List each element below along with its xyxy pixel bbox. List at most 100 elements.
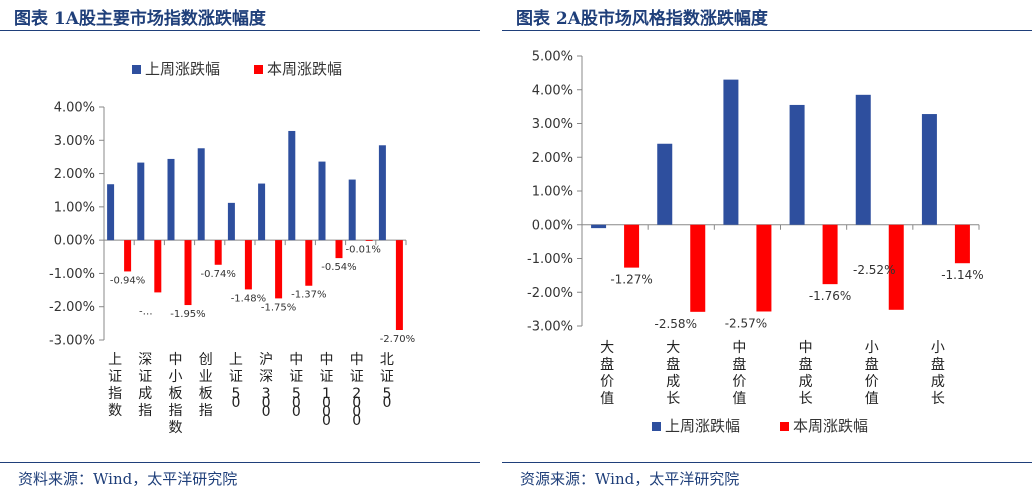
right-chart-title: 图表 2A股市场风格指数涨跌幅度 xyxy=(516,9,768,29)
y-tick-label: -1.00% xyxy=(527,252,573,267)
y-tick-label: 2.00% xyxy=(54,167,95,182)
bar-this-week xyxy=(124,240,132,272)
y-tick-label: 0.00% xyxy=(532,218,573,233)
x-category-label: 创业板指 xyxy=(199,352,213,419)
bar-last-week xyxy=(137,162,145,241)
y-tick-label: -2.00% xyxy=(527,286,573,301)
legend-label-last-week: 上周涨跌幅 xyxy=(665,417,740,435)
y-tick-label: 5.00% xyxy=(532,50,573,65)
bar-this-week xyxy=(822,224,838,285)
x-category-label: 中盘成长 xyxy=(799,340,813,407)
y-tick-label: -1.00% xyxy=(49,267,95,282)
legend-label-last-week: 上周涨跌幅 xyxy=(145,60,220,78)
bar-this-week xyxy=(335,240,343,259)
data-label-this-week: -0.74% xyxy=(201,269,236,280)
x-category-label: 小盘成长 xyxy=(931,340,945,407)
bar-this-week xyxy=(888,224,904,310)
x-category-label: 深证成指 xyxy=(138,352,152,419)
left-chart-panel: 图表 1A股主要市场指数涨跌幅度 4.00% 3.00% 2.00% 1.00% 0.0… xyxy=(0,0,480,496)
legend-swatch-this-week xyxy=(254,65,263,74)
bar-last-week xyxy=(348,179,356,241)
bar-last-week xyxy=(167,158,175,241)
bar-last-week xyxy=(258,183,266,241)
data-label-this-week: -1.27% xyxy=(610,273,652,287)
left-source-rule xyxy=(0,462,480,463)
bar-last-week xyxy=(197,148,205,241)
x-category-label: 沪深 3 0 0 xyxy=(259,352,273,420)
data-label-this-week: -1.95% xyxy=(170,309,205,320)
x-category-label: 中证 2 0 0 0 xyxy=(350,352,364,429)
y-tick-label: 3.00% xyxy=(532,117,573,132)
y-tick-label: 4.00% xyxy=(54,101,95,116)
bar-last-week xyxy=(921,114,937,225)
bar-last-week xyxy=(591,224,607,229)
bar-this-week xyxy=(624,224,640,268)
x-category-label: 大盘成长 xyxy=(666,340,680,407)
left-chart-title: 图表 1A股主要市场指数涨跌幅度 xyxy=(14,9,266,29)
y-tick-label: 2.00% xyxy=(532,151,573,166)
bar-this-week xyxy=(690,224,706,312)
y-tick-label: -2.00% xyxy=(49,300,95,315)
data-label-this-week: -2.57% xyxy=(725,316,767,330)
bar-last-week xyxy=(378,145,386,241)
bar-this-week xyxy=(275,240,283,299)
bar-this-week xyxy=(395,240,403,331)
data-label-this-week: -… xyxy=(139,306,153,317)
bar-this-week xyxy=(756,224,772,312)
data-label-this-week: -2.52% xyxy=(853,263,895,277)
x-category-label: 小盘价值 xyxy=(865,340,879,407)
bar-last-week xyxy=(789,104,805,225)
right-source-rule xyxy=(502,462,1032,463)
y-tick-label: 4.00% xyxy=(532,83,573,98)
y-tick-label: -3.00% xyxy=(527,320,573,335)
legend-swatch-this-week xyxy=(780,422,789,431)
legend-swatch-last-week xyxy=(652,422,661,431)
data-label-this-week: -1.75% xyxy=(261,302,296,313)
bar-last-week xyxy=(227,202,235,241)
legend-swatch-last-week xyxy=(132,65,141,74)
bar-this-week xyxy=(244,240,252,290)
right-bar-chart: 5.00% 4.00% 3.00% 2.00% 1.00% 0.00% -1.00% -2.0… xyxy=(527,50,984,436)
bar-this-week xyxy=(305,240,313,286)
bar-this-week xyxy=(154,240,162,293)
data-label-this-week: -0.01% xyxy=(346,244,381,255)
data-label-this-week: -1.37% xyxy=(291,290,326,301)
bar-this-week xyxy=(214,240,222,265)
bar-this-week xyxy=(954,224,970,264)
bar-last-week xyxy=(107,184,115,241)
data-label-this-week: -2.70% xyxy=(380,334,415,345)
legend-label-this-week: 本周涨跌幅 xyxy=(267,60,342,78)
y-tick-label: 1.00% xyxy=(54,200,95,215)
y-tick-label: 3.00% xyxy=(54,134,95,149)
left-source-note: 资料来源：Wind，太平洋研究院 xyxy=(18,470,238,488)
data-label-this-week: -1.14% xyxy=(941,268,983,282)
bar-last-week xyxy=(657,143,673,225)
y-tick-label: 1.00% xyxy=(532,185,573,200)
data-label-this-week: -2.58% xyxy=(655,317,697,331)
right-source-note: 资源来源：Wind，太平洋研究院 xyxy=(520,470,740,488)
bar-this-week xyxy=(184,240,192,306)
y-tick-label: -3.00% xyxy=(49,334,95,349)
x-category-label: 中证 5 0 0 xyxy=(289,352,303,420)
data-label-this-week: -1.76% xyxy=(809,289,851,303)
left-title-rule xyxy=(0,30,480,31)
x-category-label: 中小板指数 xyxy=(169,352,183,436)
bar-this-week xyxy=(365,240,373,241)
x-category-label: 北证 5 0 xyxy=(380,352,394,411)
right-chart-panel: 图表 2A股市场风格指数涨跌幅度 5.00% 4.00% 3.00% 2.00% 1.0… xyxy=(502,0,1032,496)
x-category-label: 大盘价值 xyxy=(600,340,614,407)
x-category-label: 中证 1 0 0 0 xyxy=(320,352,334,429)
bar-last-week xyxy=(723,79,739,225)
bar-last-week xyxy=(288,130,296,241)
y-tick-label: 0.00% xyxy=(54,234,95,249)
bar-last-week xyxy=(855,94,871,225)
left-bar-chart: 4.00% 3.00% 2.00% 1.00% 0.00% -1.00% -2.00% -3.… xyxy=(49,60,415,436)
bar-last-week xyxy=(318,161,326,241)
data-label-this-week: -0.94% xyxy=(110,275,145,286)
x-category-label: 上证 5 0 xyxy=(229,352,243,411)
data-label-this-week: -1.48% xyxy=(231,293,266,304)
x-category-label: 中盘价值 xyxy=(732,340,746,407)
x-category-label: 上证指数 xyxy=(108,352,122,419)
right-title-rule xyxy=(502,30,1032,31)
legend-label-this-week: 本周涨跌幅 xyxy=(793,417,868,435)
